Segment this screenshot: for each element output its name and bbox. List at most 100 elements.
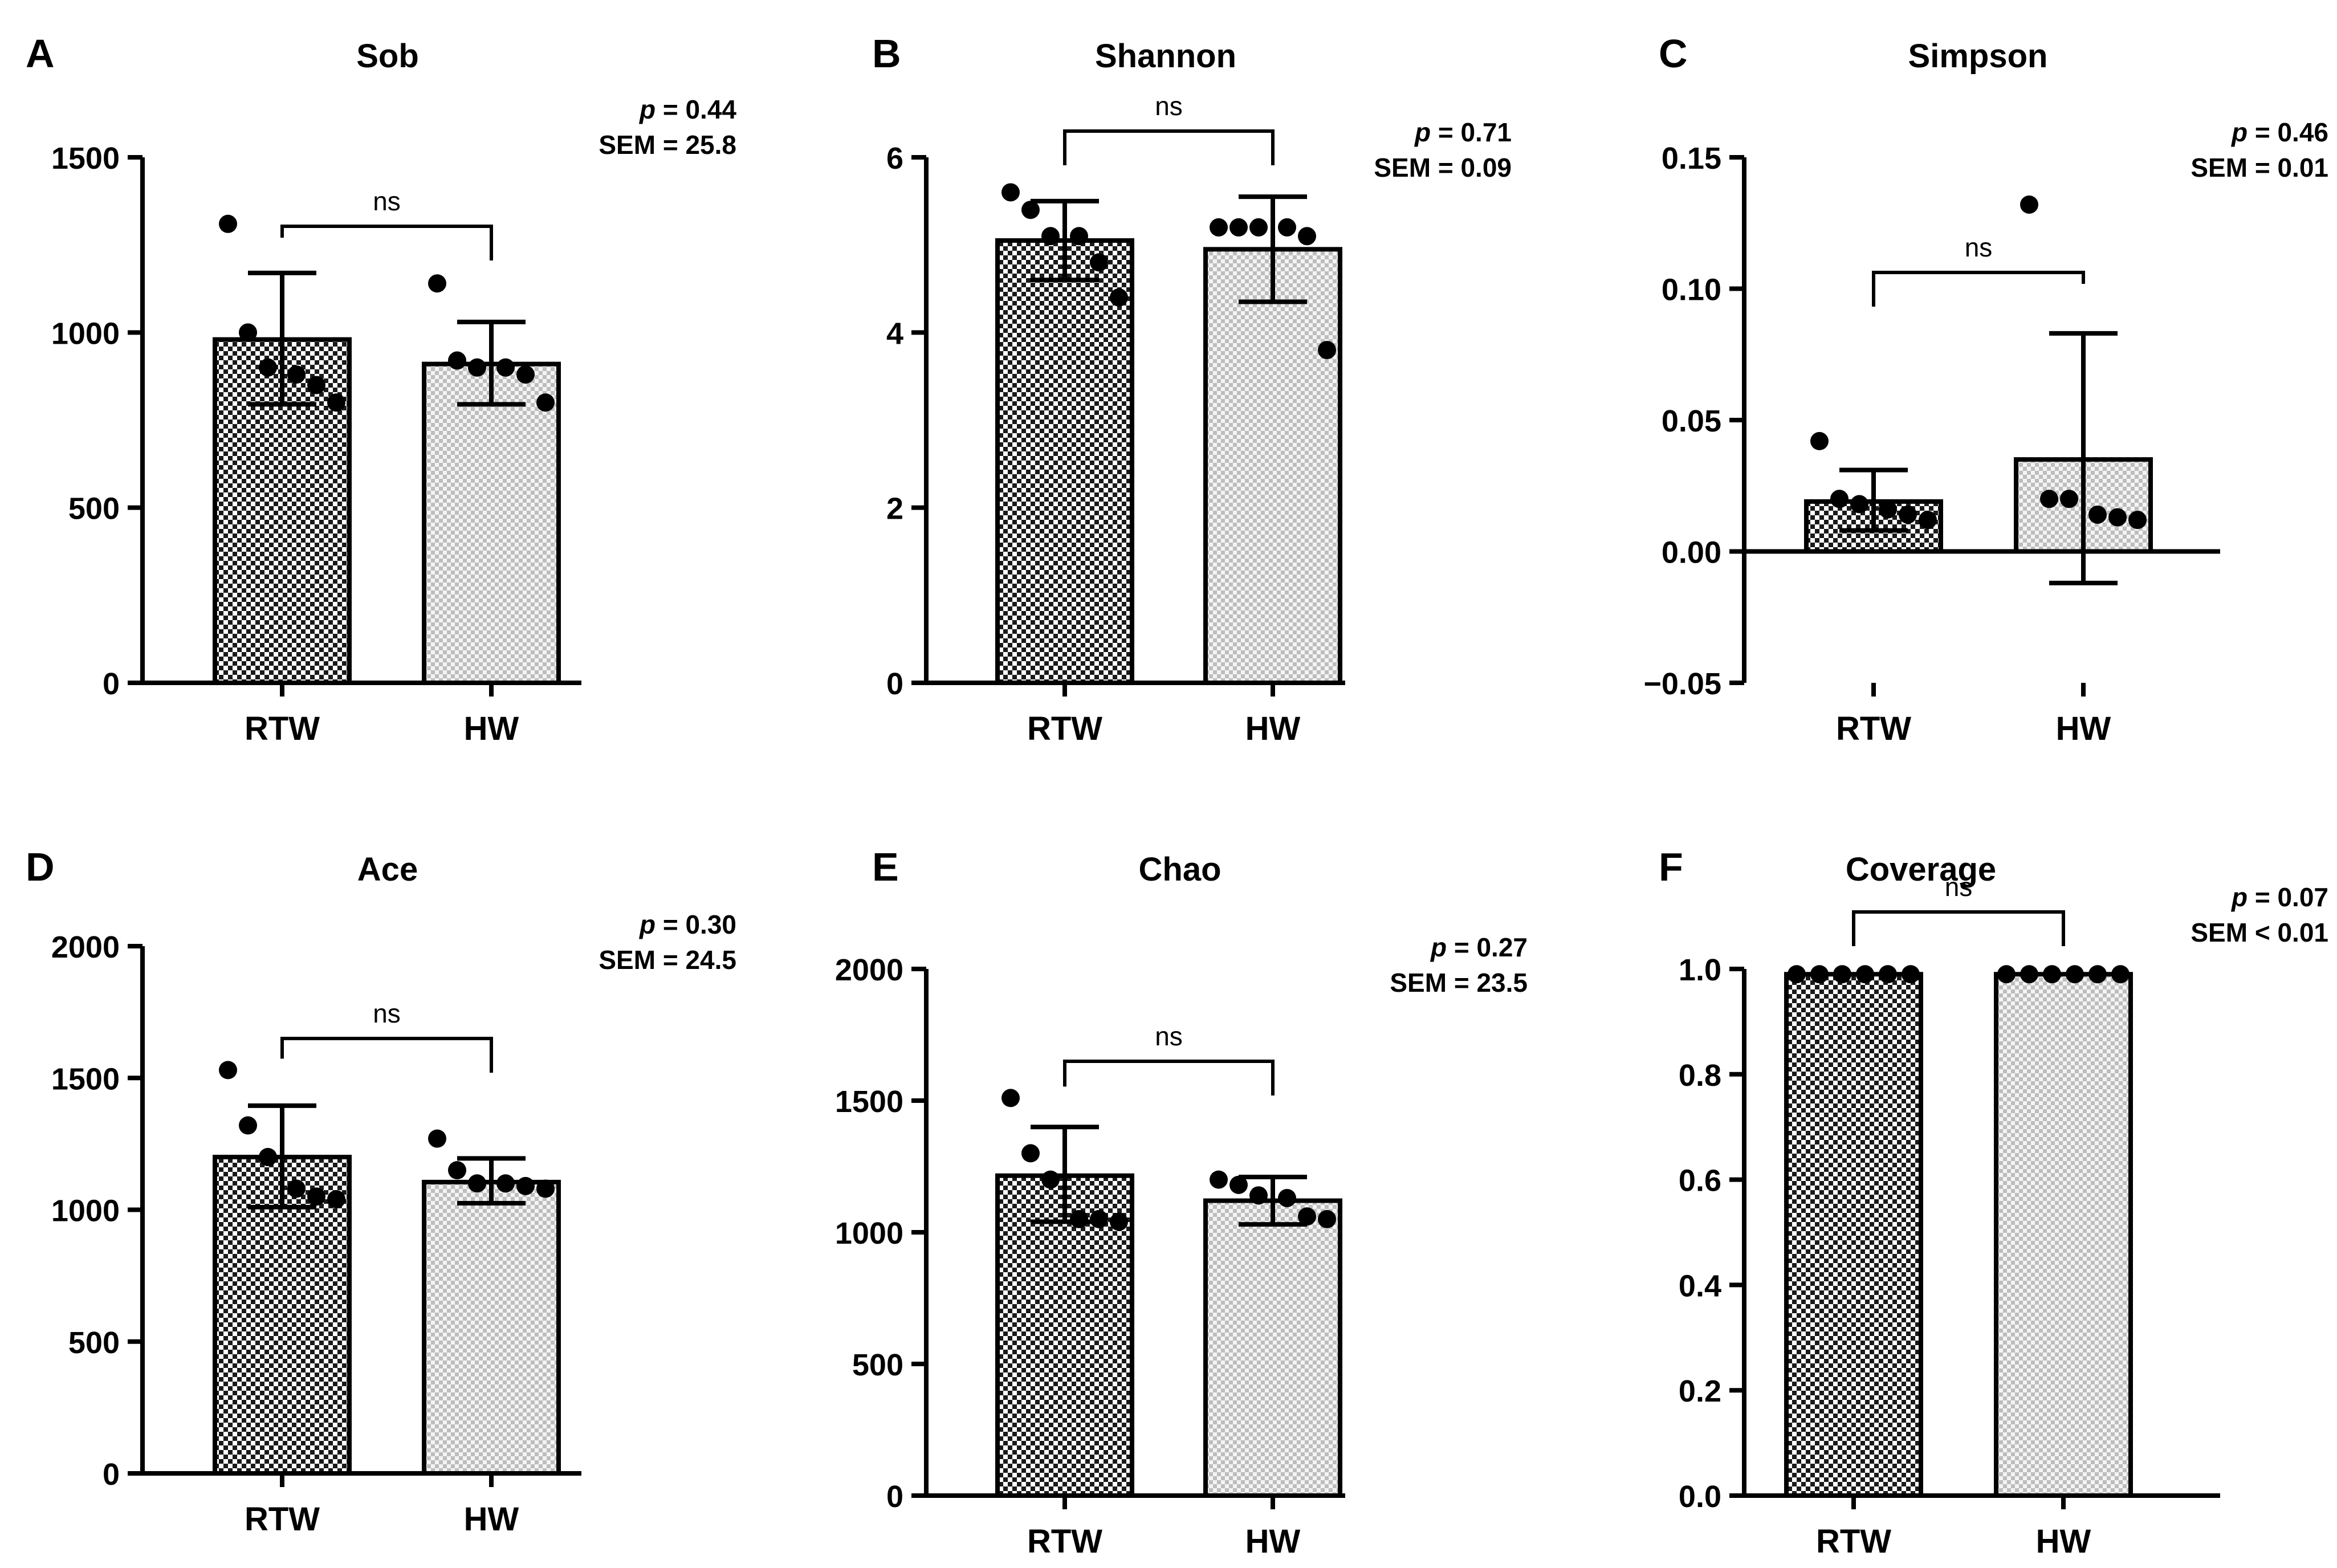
panel-label: A	[26, 31, 55, 76]
data-point	[1041, 1170, 1060, 1189]
sem-value: SEM = 23.5	[1390, 968, 1528, 997]
p-value-number: = 0.07	[2248, 882, 2328, 912]
y-tick-label: 1500	[835, 1085, 903, 1119]
panel-c: C Simpson p = 0.46 SEM = 0.01 −0.05 0.00 0.05 0…	[1643, 31, 2328, 747]
data-point	[1110, 288, 1128, 307]
data-point	[2111, 965, 2130, 984]
chart-title: Simpson	[1908, 38, 2048, 75]
significance-bracket	[1063, 1060, 1275, 1095]
panel-b: B Shannon p = 0.71 SEM = 0.09 0 2 4 6 RTW HW ns	[872, 31, 1512, 747]
y-tick-label: 0.05	[1662, 404, 1721, 438]
data-point	[1298, 1207, 1316, 1226]
significance-bracket	[1063, 129, 1275, 165]
y-tick-label: 1.0	[1679, 953, 1721, 987]
x-tick-label: RTW	[245, 1501, 320, 1538]
significance-bracket	[280, 1037, 493, 1073]
data-point	[1210, 218, 1228, 237]
data-point	[259, 358, 277, 377]
bar-hw	[422, 1179, 561, 1476]
data-point	[1318, 1209, 1336, 1228]
data-point	[1318, 341, 1336, 360]
y-tick-label: 1000	[835, 1216, 903, 1251]
x-tick-label: HW	[2036, 1523, 2091, 1560]
data-point	[2088, 505, 2107, 524]
data-point	[1001, 1089, 1020, 1107]
chart-title: Coverage	[1846, 851, 1996, 888]
x-tick-label: RTW	[1816, 1523, 1891, 1560]
data-point	[428, 1129, 446, 1148]
p-value: p = 0.44	[638, 95, 736, 124]
data-point	[1879, 500, 1897, 519]
data-point	[287, 365, 306, 384]
data-point	[516, 1176, 535, 1195]
data-point	[536, 393, 555, 412]
y-tick-label: 4	[886, 316, 903, 351]
y-tick-label: 0.2	[1679, 1374, 1721, 1408]
chart-title: Shannon	[1095, 38, 1236, 75]
data-point	[1919, 511, 1937, 530]
y-tick-label: 6	[886, 141, 903, 176]
y-tick-label: −0.05	[1643, 667, 1721, 701]
x-tick-label: HW	[1245, 1523, 1301, 1560]
data-point	[219, 1061, 237, 1080]
panel-label: C	[1659, 31, 1688, 76]
sem-value: SEM = 0.01	[2191, 153, 2328, 182]
data-point	[327, 393, 345, 412]
data-point	[1070, 1209, 1088, 1228]
panel-a: A Sob p = 0.44 SEM = 25.8 0 500 1000 1500 RTW HW n…	[26, 31, 736, 747]
y-tick-label: 0	[886, 1480, 903, 1514]
y-tick-label: 0	[103, 667, 120, 701]
data-point	[1249, 218, 1268, 237]
data-point	[1830, 490, 1849, 508]
data-point	[1810, 431, 1829, 450]
x-tick-label: HW	[464, 710, 519, 747]
sem-value: SEM < 0.01	[2191, 918, 2328, 947]
y-tick-label: 2000	[835, 953, 903, 987]
data-point	[1902, 965, 1920, 984]
chart-title: Ace	[357, 851, 418, 888]
data-point	[1997, 965, 2016, 984]
data-point	[536, 1179, 555, 1198]
data-point	[1090, 1209, 1108, 1228]
significance-label: ns	[373, 999, 401, 1028]
p-value-number: = 0.44	[656, 95, 736, 124]
y-tick-label: 500	[852, 1348, 903, 1382]
data-point	[239, 1116, 257, 1135]
data-point	[448, 351, 466, 370]
data-point	[496, 1174, 515, 1193]
data-point	[2040, 490, 2058, 508]
p-value-number: = 0.46	[2248, 117, 2328, 147]
p-label: p	[638, 910, 656, 939]
data-point	[428, 274, 446, 293]
panel-d: D Ace p = 0.30 SEM = 24.5 0 500 1000 1500 2000 RT…	[26, 845, 736, 1538]
data-point	[468, 358, 486, 377]
p-value: p = 0.30	[638, 910, 736, 939]
x-tick-label: RTW	[1027, 1523, 1102, 1560]
data-point	[448, 1161, 466, 1180]
data-point	[307, 1187, 325, 1206]
panel-f: F Coverage p = 0.07 SEM < 0.01 0.0 0.2 0.4 0.6 0…	[1659, 845, 2328, 1560]
data-point	[1879, 965, 1897, 984]
bar-hw	[1994, 972, 2133, 1498]
data-point	[1850, 495, 1868, 514]
data-point	[1090, 253, 1108, 272]
data-point	[1833, 965, 1851, 984]
significance-bracket	[280, 225, 493, 260]
data-point	[2108, 508, 2127, 527]
data-point	[1249, 1186, 1268, 1205]
data-point	[2088, 965, 2107, 984]
significance-bracket	[1872, 271, 2085, 307]
y-tick-label: 500	[68, 492, 120, 526]
p-label: p	[2230, 117, 2248, 147]
data-point	[307, 376, 325, 394]
y-tick-label: 1000	[51, 1194, 120, 1228]
data-point	[496, 358, 515, 377]
y-tick-label: 0.4	[1679, 1269, 1721, 1303]
data-point	[2128, 511, 2147, 530]
p-value-number: = 0.27	[1447, 932, 1528, 962]
significance-label: ns	[1155, 1021, 1183, 1051]
sem-value: SEM = 0.09	[1374, 153, 1512, 182]
sem-value: SEM = 24.5	[598, 945, 736, 975]
data-point	[1298, 227, 1316, 246]
